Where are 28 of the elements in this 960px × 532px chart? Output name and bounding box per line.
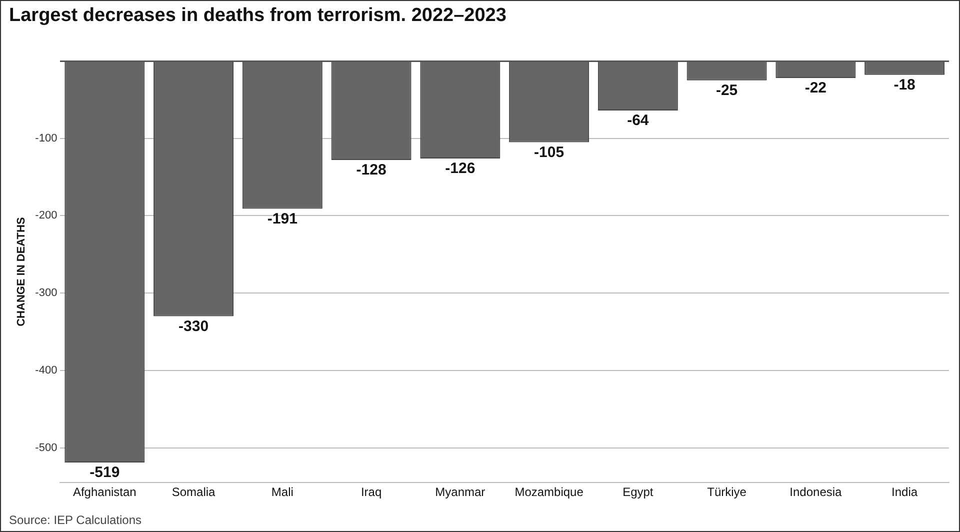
y-tick-label: -400 (35, 364, 58, 376)
y-tick-label: -100 (35, 132, 58, 144)
x-tick-label: Indonesia (790, 485, 842, 500)
data-label: -64 (627, 112, 650, 130)
x-tick-label: Iraq (360, 485, 382, 500)
source-note: Source: IEP Calculations (9, 513, 142, 527)
y-tick-label: -500 (35, 442, 58, 454)
data-label: -191 (267, 210, 298, 228)
x-tick-label: Türkiye (707, 485, 747, 500)
x-tick-label: Egypt (622, 485, 654, 500)
data-label: -25 (716, 82, 738, 99)
x-tick-label: India (892, 485, 918, 500)
data-label: -105 (534, 144, 564, 161)
y-axis-title: CHANGE IN DEATHS (16, 217, 28, 326)
data-label: -519 (90, 464, 120, 482)
x-tick-label: Myanmar (435, 485, 486, 500)
data-label: -330 (178, 318, 209, 335)
y-tick-label: -200 (35, 210, 58, 222)
data-label: -128 (356, 162, 386, 179)
y-tick-label: -300 (35, 287, 58, 300)
chart-title: Largest decreases in deaths from terrorism. 2022–2023 (9, 5, 506, 27)
data-label: -18 (894, 76, 916, 94)
data-label: -22 (804, 80, 827, 97)
x-tick-label: Mali (271, 485, 294, 500)
x-tick-label: Somalia (172, 485, 216, 500)
data-label: -126 (445, 160, 476, 178)
x-tick-label: Mozambique (514, 485, 584, 500)
x-tick-label: Afghanistan (72, 485, 136, 500)
